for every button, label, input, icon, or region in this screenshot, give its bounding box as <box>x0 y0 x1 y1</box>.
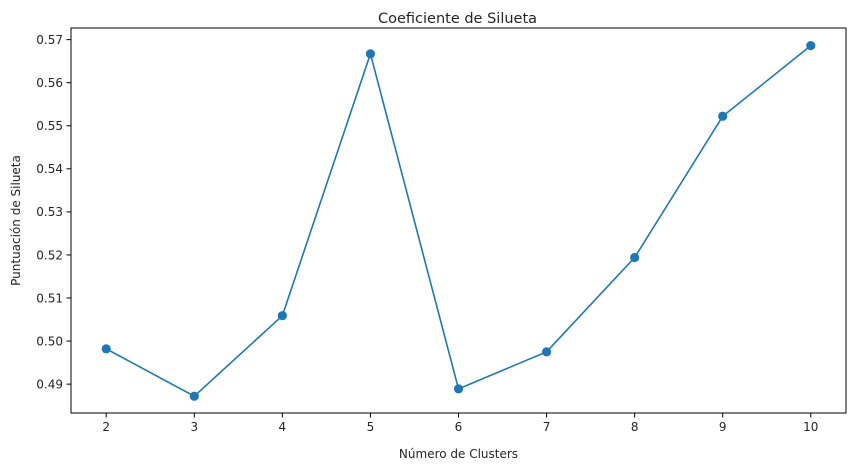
y-tick-label: 0.50 <box>36 334 63 348</box>
series-line <box>105 45 812 398</box>
y-tick-label: 0.57 <box>36 33 63 47</box>
x-tick-label: 6 <box>455 420 463 434</box>
data-point <box>101 344 111 354</box>
y-tick-label: 0.51 <box>36 291 63 305</box>
x-tick-label: 7 <box>543 420 551 434</box>
x-tick-label: 4 <box>279 420 287 434</box>
x-tick-label: 9 <box>719 420 727 434</box>
y-axis-label: Puntuación de Silueta <box>9 155 23 286</box>
data-point <box>806 41 816 51</box>
y-axis: 0.49 0.50 0.51 0.52 0.53 0.54 0.55 0.56 0.57 <box>36 33 71 391</box>
x-axis-label: Número de Clusters <box>399 447 518 461</box>
data-point <box>277 311 287 321</box>
x-tick-label: 8 <box>631 420 639 434</box>
data-point <box>189 391 199 401</box>
x-axis: 2 3 4 5 6 7 8 9 10 <box>102 413 818 434</box>
data-point <box>541 347 552 357</box>
x-tick-label: 5 <box>367 420 375 434</box>
data-point <box>365 49 376 59</box>
y-tick-label: 0.52 <box>36 248 63 262</box>
data-point <box>453 384 464 394</box>
y-tick-label: 0.54 <box>36 162 63 176</box>
x-tick-label: 3 <box>190 420 198 434</box>
y-tick-label: 0.53 <box>36 205 63 219</box>
x-tick-label: 10 <box>803 420 818 434</box>
y-tick-label: 0.49 <box>36 377 63 391</box>
x-tick-label: 2 <box>102 420 110 434</box>
data-point <box>718 111 728 121</box>
chart-title: Coeficiente de Silueta <box>378 11 537 27</box>
y-tick-label: 0.56 <box>36 76 63 90</box>
series-markers <box>101 41 816 401</box>
y-tick-label: 0.55 <box>36 119 63 133</box>
data-point <box>630 252 640 263</box>
plot-area-frame <box>70 27 847 414</box>
